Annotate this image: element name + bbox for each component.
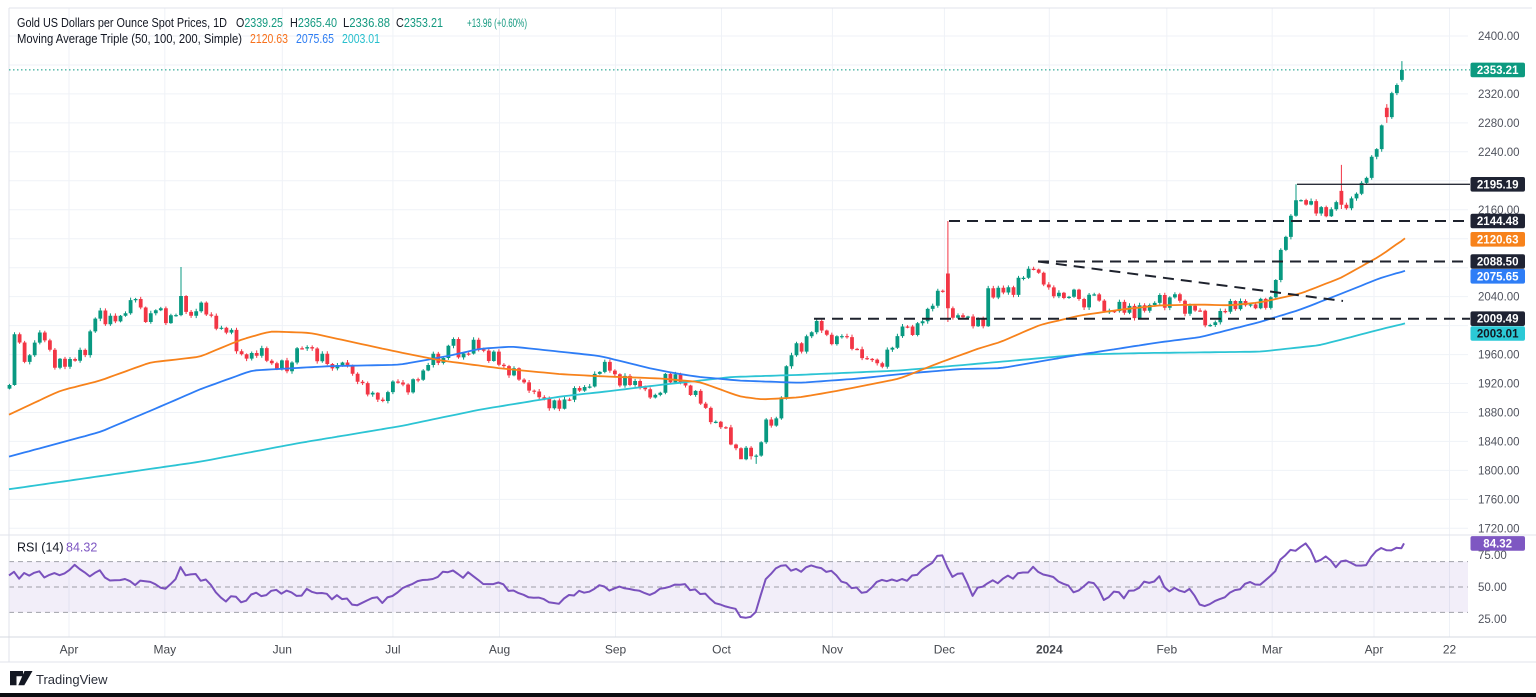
svg-text:50.00: 50.00 [1478,582,1507,594]
svg-text:2195.19: 2195.19 [1477,179,1519,191]
svg-text:+13.96 (+0.60%): +13.96 (+0.60%) [467,16,527,30]
svg-text:2088.50: 2088.50 [1477,257,1519,269]
svg-text:Oct: Oct [712,643,731,657]
svg-text:Apr: Apr [60,643,79,657]
svg-text:2320.00: 2320.00 [1478,89,1520,101]
svg-text:2400.00: 2400.00 [1478,31,1520,43]
svg-text:2120.63: 2120.63 [250,32,288,46]
svg-text:1880.00: 1880.00 [1478,408,1520,420]
svg-text:1840.00: 1840.00 [1478,436,1520,448]
svg-text:84.32: 84.32 [1483,538,1512,550]
svg-text:84.32: 84.32 [66,541,97,555]
svg-text:Jul: Jul [385,643,400,657]
svg-text:Jun: Jun [273,643,292,657]
svg-text:Dec: Dec [934,643,955,657]
svg-text:L2336.88: L2336.88 [343,16,390,30]
svg-text:2120.63: 2120.63 [1477,234,1519,246]
svg-text:2144.48: 2144.48 [1477,216,1519,228]
svg-text:Feb: Feb [1156,643,1177,657]
svg-text:1800.00: 1800.00 [1478,465,1520,477]
svg-text:O2339.25: O2339.25 [236,16,283,30]
svg-text:Apr: Apr [1365,643,1384,657]
svg-text:2240.00: 2240.00 [1478,147,1520,159]
svg-text:Aug: Aug [489,643,510,657]
svg-text:2075.65: 2075.65 [296,32,334,46]
svg-text:Sep: Sep [605,643,627,657]
svg-text:2353.21: 2353.21 [1477,65,1519,77]
svg-text:2280.00: 2280.00 [1478,118,1520,130]
svg-text:2003.01: 2003.01 [1477,329,1519,341]
svg-text:May: May [153,643,176,657]
svg-text:Nov: Nov [822,643,843,657]
svg-text:75.00: 75.00 [1478,550,1507,562]
svg-text:2003.01: 2003.01 [342,32,380,46]
svg-text:Mar: Mar [1262,643,1283,657]
svg-text:1920.00: 1920.00 [1478,379,1520,391]
svg-text:C2353.21: C2353.21 [396,16,443,30]
svg-text:H2365.40: H2365.40 [290,16,337,30]
svg-text:2024: 2024 [1036,643,1063,657]
svg-text:RSI (14): RSI (14) [17,541,64,555]
svg-text:1720.00: 1720.00 [1478,523,1520,535]
svg-text:Gold US Dollars per Ounce Spot: Gold US Dollars per Ounce Spot Prices, 1… [17,16,227,30]
svg-text:22: 22 [1443,643,1457,657]
svg-text:2009.49: 2009.49 [1477,314,1519,326]
svg-text:2075.65: 2075.65 [1477,271,1519,283]
svg-text:1960.00: 1960.00 [1478,350,1520,362]
svg-text:Moving Average Triple (50, 100: Moving Average Triple (50, 100, 200, Sim… [17,32,242,46]
svg-text:1760.00: 1760.00 [1478,494,1520,506]
svg-text:2040.00: 2040.00 [1478,292,1520,304]
svg-text:25.00: 25.00 [1478,614,1507,626]
svg-text:TradingView: TradingView [36,672,108,687]
